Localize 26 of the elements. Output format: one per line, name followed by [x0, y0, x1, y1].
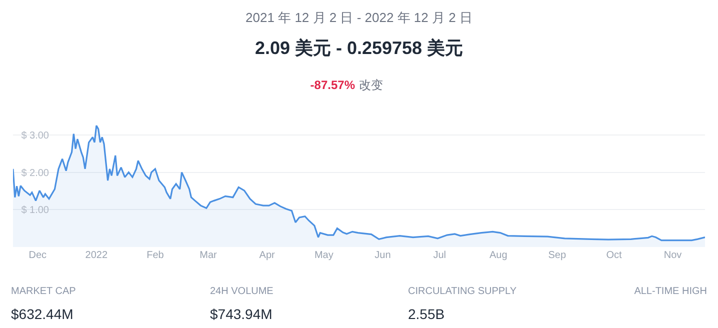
x-tick-label: Oct	[606, 250, 622, 261]
x-tick-label: May	[314, 250, 334, 261]
text: 24H VOLUME	[210, 286, 274, 297]
text: ALL-TIME HIGH	[634, 286, 707, 297]
text: CIRCULATING SUPPLY	[408, 286, 517, 297]
text: $632.44M	[11, 306, 74, 322]
text: 改变	[359, 78, 383, 92]
x-tick-label: Apr	[259, 250, 276, 261]
text: -87.57%	[310, 78, 355, 92]
x-tick-label: Jun	[374, 250, 391, 261]
x-tick-label: Mar	[200, 250, 218, 261]
y-tick-label: $ 1.00	[21, 205, 50, 216]
x-tick-label: Aug	[489, 250, 508, 261]
x-tick-label: 2022	[85, 250, 108, 261]
y-tick-label: $ 2.00	[21, 168, 50, 179]
text: MARKET CAP	[11, 286, 76, 297]
chart-subtitle: 2021 年 12 月 2 日 - 2022 年 12 月 2 日	[246, 10, 472, 24]
chart-title: 2.09 美元 - 0.259758 美元	[254, 38, 464, 58]
text: $743.94M	[210, 306, 272, 322]
x-tick-label: Nov	[664, 250, 682, 261]
x-tick-label: Jul	[433, 250, 446, 261]
text: 2.55B	[408, 306, 445, 322]
y-tick-label: $ 3.00	[21, 130, 50, 142]
x-tick-label: Feb	[146, 250, 164, 261]
x-tick-label: Sep	[548, 250, 566, 261]
x-tick-label: Dec	[28, 250, 47, 261]
